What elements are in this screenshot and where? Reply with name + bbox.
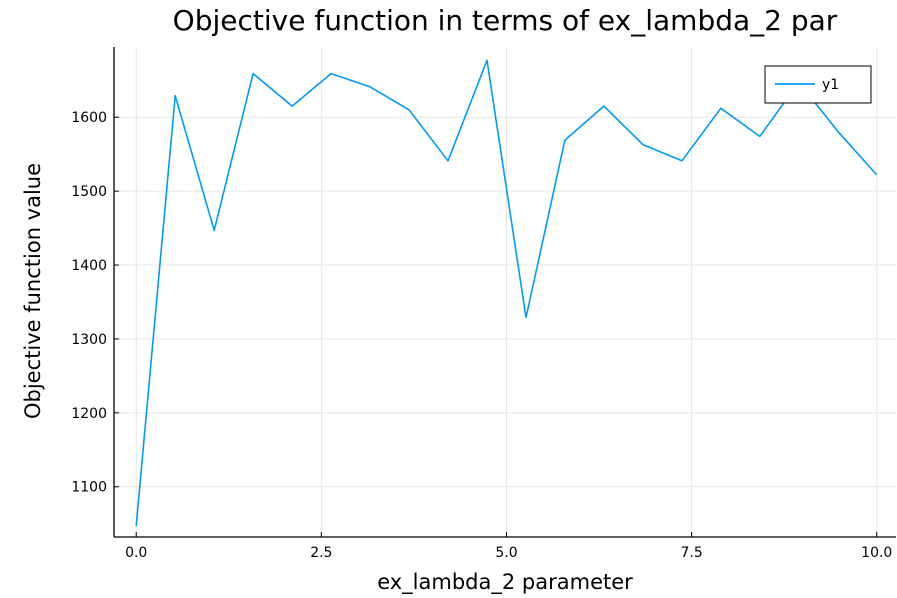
y-tick-label: 1100 xyxy=(71,480,107,496)
series-line-y1 xyxy=(135,59,878,526)
tick-labels: 0.0 2.5 5.0 7.5 10.0 1100 1200 1300 1400 1500 1600 xyxy=(71,110,892,561)
y-tick-label: 1600 xyxy=(71,110,107,126)
chart-title: Objective function in terms of ex_lambda… xyxy=(173,4,838,37)
y-tick-label: 1400 xyxy=(71,258,107,274)
y-tick-label: 1300 xyxy=(71,332,107,348)
series-layer xyxy=(135,59,878,526)
x-tick-label: 2.5 xyxy=(310,545,332,561)
grid xyxy=(114,47,896,537)
x-tick-label: 10.0 xyxy=(861,545,892,561)
axes xyxy=(113,47,896,538)
legend: y1 xyxy=(764,65,872,104)
y-axis-title: Objective function value xyxy=(21,163,45,419)
x-tick-label: 7.5 xyxy=(680,545,702,561)
legend-label-y1: y1 xyxy=(822,77,839,93)
x-axis-title: ex_lambda_2 parameter xyxy=(377,570,633,595)
y-tick-label: 1200 xyxy=(71,406,107,422)
x-tick-label: 5.0 xyxy=(495,545,517,561)
x-tick-label: 0.0 xyxy=(125,545,147,561)
y-tick-label: 1500 xyxy=(71,184,107,200)
